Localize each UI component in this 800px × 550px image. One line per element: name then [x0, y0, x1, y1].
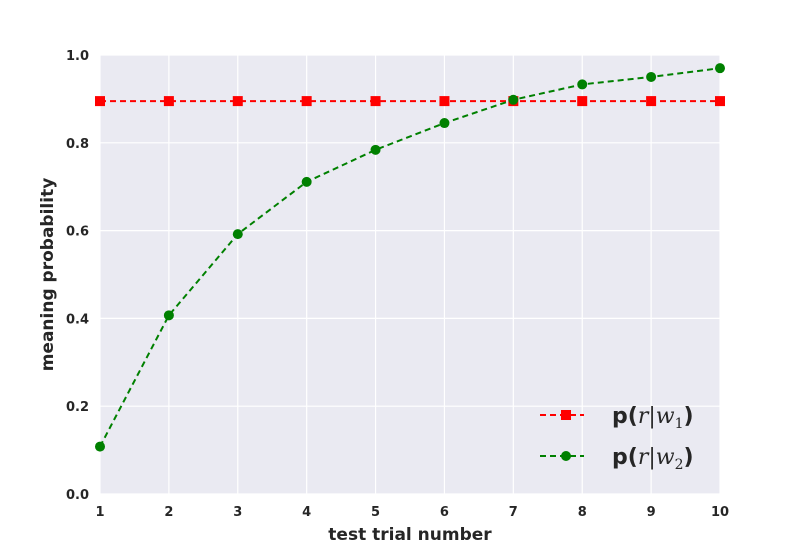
x-tick-labels: 1 2 3 4 5 6 7 8 9 10 — [95, 505, 729, 520]
x-tick-label: 10 — [711, 505, 729, 520]
x-tick-label: 6 — [440, 505, 449, 520]
series-layer — [95, 63, 725, 452]
y-tick-label: 0.2 — [66, 400, 89, 415]
legend-label-suffix: ) — [684, 445, 694, 470]
series-2-line — [99, 67, 721, 448]
x-tick-label: 1 — [95, 505, 104, 520]
legend-label: p(r|w1) — [612, 404, 694, 432]
y-tick-label: 0.8 — [66, 137, 89, 152]
legend-item-2: p(r|w2) — [540, 445, 694, 473]
y-tick-labels: 0.0 0.2 0.4 0.6 0.8 1.0 — [66, 49, 89, 503]
legend-item-1: p(r|w1) — [540, 404, 694, 432]
series-2 — [95, 63, 725, 452]
x-tick-label: 8 — [578, 505, 587, 520]
legend-label-prefix: p( — [612, 404, 638, 429]
legend-label-prefix: p( — [612, 445, 638, 470]
data-point — [370, 144, 381, 155]
y-tick-label: 0.6 — [66, 225, 89, 240]
y-tick-label: 0.0 — [66, 488, 89, 503]
y-tick-label: 1.0 — [66, 49, 89, 64]
legend: p(r|w1)p(r|w2) — [540, 404, 694, 473]
data-point — [508, 94, 519, 105]
data-point — [163, 310, 174, 321]
legend-swatch-marker — [561, 451, 571, 461]
x-tick-label: 4 — [302, 505, 311, 520]
data-point — [370, 96, 381, 107]
data-point — [577, 96, 588, 107]
x-tick-label: 3 — [233, 505, 242, 520]
x-tick-label: 9 — [647, 505, 656, 520]
data-point — [301, 176, 312, 187]
legend-swatch-marker — [561, 410, 571, 420]
x-tick-label: 7 — [509, 505, 518, 520]
x-axis-label: test trial number — [328, 525, 492, 545]
data-point — [301, 96, 312, 107]
data-point — [232, 96, 243, 107]
data-point — [163, 96, 174, 107]
data-point — [646, 71, 657, 82]
data-point — [95, 441, 105, 452]
legend-label-suffix: ) — [684, 404, 694, 429]
data-point — [646, 96, 657, 107]
y-tick-label: 0.4 — [66, 312, 89, 327]
x-tick-label: 2 — [164, 505, 173, 520]
data-point — [439, 96, 450, 107]
legend-label: p(r|w2) — [612, 445, 694, 473]
grid-lines — [99, 54, 721, 495]
legend-label-math: r|w — [638, 404, 675, 429]
legend-label-math: r|w — [638, 445, 675, 470]
y-axis-label: meaning probability — [38, 178, 58, 372]
data-point — [232, 229, 243, 240]
data-point — [715, 63, 725, 74]
data-point — [439, 118, 450, 129]
data-point — [95, 96, 105, 107]
legend-label-subscript: 1 — [675, 416, 684, 432]
x-tick-label: 5 — [371, 505, 380, 520]
data-point — [715, 96, 725, 107]
legend-label-subscript: 2 — [675, 457, 684, 473]
data-point — [577, 79, 588, 90]
